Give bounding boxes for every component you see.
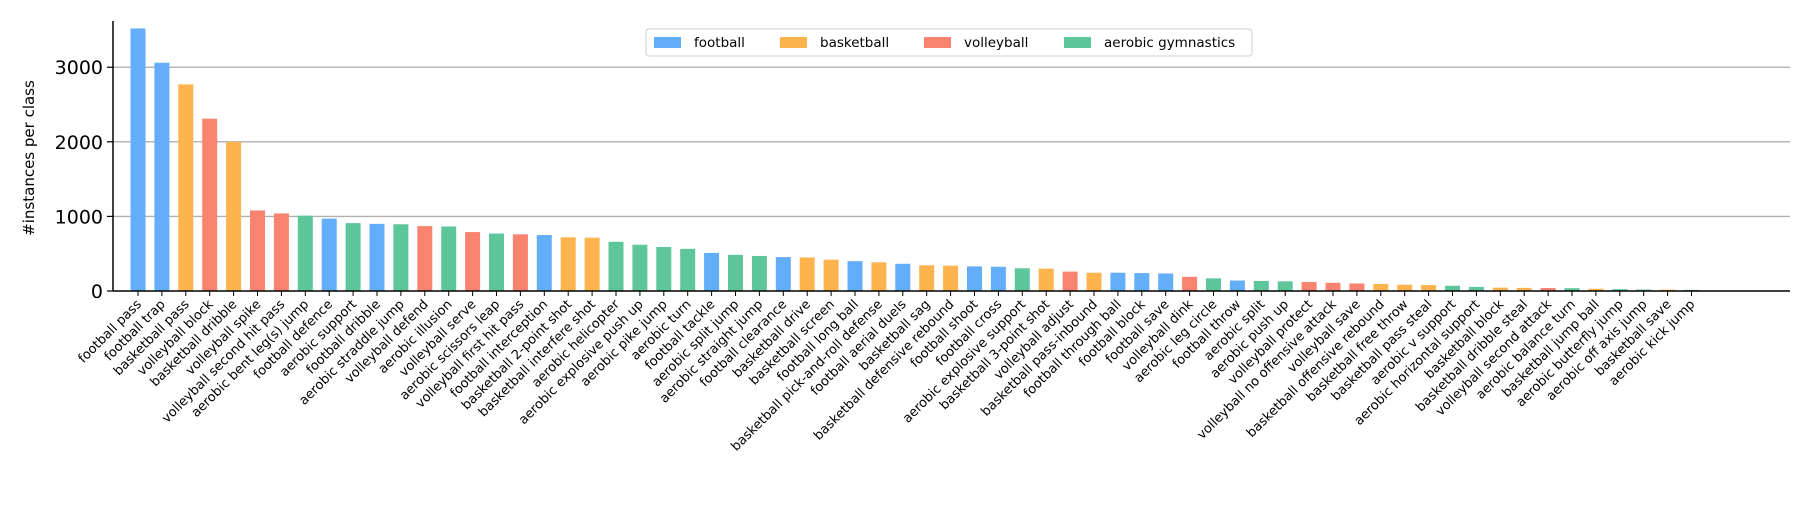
bar <box>1301 282 1317 291</box>
legend-label: aerobic gymnastics <box>1104 35 1235 51</box>
bar <box>990 266 1006 291</box>
bar <box>1158 273 1174 291</box>
bar <box>967 266 982 291</box>
bar <box>847 261 863 291</box>
bar <box>1062 271 1078 291</box>
bars <box>130 28 1699 291</box>
bar <box>1110 272 1126 291</box>
bar <box>536 235 552 291</box>
bar <box>297 215 313 291</box>
legend-label: football <box>694 35 745 51</box>
bar <box>1134 273 1150 291</box>
grid-lines <box>113 66 1790 218</box>
bar <box>871 262 887 291</box>
bar <box>178 84 194 291</box>
bar <box>1253 280 1269 291</box>
bar <box>1349 283 1365 291</box>
y-tick-labels: 0 1000 2000 3000 <box>55 57 113 303</box>
legend: football basketball volleyball aerobic gymn… <box>645 28 1253 57</box>
bar <box>273 213 289 291</box>
bar <box>1588 288 1604 291</box>
bar <box>1397 284 1413 291</box>
bar <box>1421 285 1437 291</box>
bar <box>919 265 935 291</box>
legend-swatch <box>1064 37 1091 48</box>
legend-swatch <box>654 37 681 48</box>
y-tick-label: 1000 <box>55 206 103 228</box>
bar <box>895 263 911 291</box>
bar <box>202 118 218 291</box>
bar <box>728 254 743 291</box>
legend-label: volleyball <box>964 35 1028 51</box>
bar <box>1014 268 1030 291</box>
bar <box>1516 287 1532 291</box>
bar <box>1468 286 1484 291</box>
legend-swatch <box>780 37 807 48</box>
bar <box>775 257 791 291</box>
bar <box>1182 276 1198 291</box>
bar <box>130 28 146 291</box>
bar <box>632 244 648 291</box>
bar <box>154 62 170 291</box>
bar <box>1229 280 1245 291</box>
bar <box>369 223 385 291</box>
bar <box>680 248 696 291</box>
bar <box>512 234 528 291</box>
bar <box>751 255 767 291</box>
bar <box>799 257 815 291</box>
bar <box>823 259 839 291</box>
bar <box>584 237 600 291</box>
bar <box>1038 268 1054 291</box>
bar <box>321 218 337 291</box>
bar <box>1206 278 1221 291</box>
y-tick-label: 0 <box>91 281 103 303</box>
bar <box>489 233 504 291</box>
bar <box>1277 281 1293 291</box>
bar <box>943 265 959 291</box>
bar <box>560 237 576 291</box>
bar <box>1540 288 1556 291</box>
bar <box>441 226 457 291</box>
bar <box>704 252 720 291</box>
bar <box>1325 282 1341 291</box>
bar <box>417 226 433 291</box>
bar <box>1564 288 1580 291</box>
bar <box>608 241 624 291</box>
y-tick-label: 2000 <box>55 132 103 154</box>
legend-label: basketball <box>820 35 889 51</box>
bar <box>465 232 481 291</box>
axes <box>112 21 1790 292</box>
bar <box>250 210 265 291</box>
bar <box>1086 272 1102 291</box>
bar <box>226 141 242 291</box>
bar <box>1373 283 1389 291</box>
legend-swatch <box>924 37 951 48</box>
bar <box>1445 285 1460 291</box>
bar <box>393 224 409 291</box>
bar <box>345 223 361 291</box>
bar <box>1612 289 1628 291</box>
y-tick-label: 3000 <box>55 57 103 79</box>
bar <box>656 246 672 291</box>
y-axis-label: #instances per class <box>20 80 38 236</box>
bar <box>1492 287 1508 291</box>
